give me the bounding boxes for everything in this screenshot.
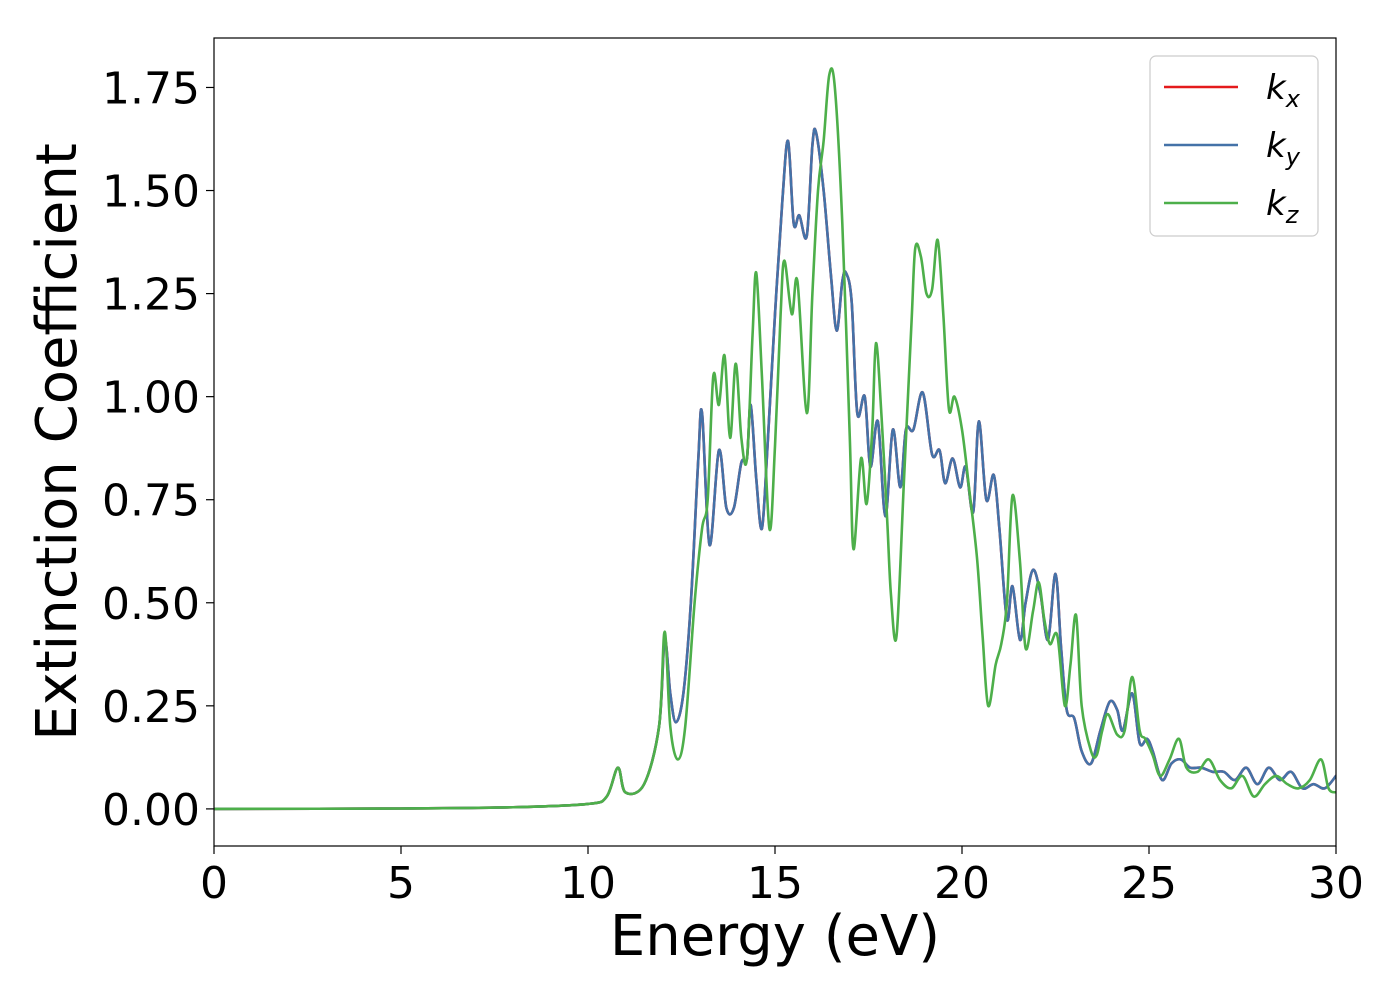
series-line-ky bbox=[214, 127, 1336, 811]
legend-subscript: y bbox=[1285, 143, 1301, 171]
y-tick-label: 0.75 bbox=[102, 476, 200, 527]
series-layer bbox=[214, 67, 1336, 811]
x-tick-label: 5 bbox=[387, 858, 415, 909]
x-axis-ticks: 0 5 10 15 20 25 30 bbox=[200, 846, 1364, 909]
y-tick-label: 1.25 bbox=[102, 270, 200, 321]
x-tick-label: 25 bbox=[1121, 858, 1177, 909]
series-line-kz bbox=[214, 67, 1336, 811]
y-axis-label: Extinction Coefficient bbox=[25, 143, 90, 741]
x-tick-label: 15 bbox=[747, 858, 803, 909]
y-tick-label: 0.00 bbox=[102, 785, 200, 836]
x-tick-label: 30 bbox=[1308, 858, 1364, 909]
legend-subscript: z bbox=[1285, 201, 1300, 229]
y-tick-label: 0.25 bbox=[102, 682, 200, 733]
x-tick-label: 10 bbox=[560, 858, 616, 909]
y-tick-label: 1.50 bbox=[102, 167, 200, 218]
x-tick-label: 0 bbox=[200, 858, 228, 909]
y-tick-label: 1.75 bbox=[102, 63, 200, 114]
y-tick-label: 1.00 bbox=[102, 373, 200, 424]
x-tick-label: 20 bbox=[934, 858, 990, 909]
x-axis-label: Energy (eV) bbox=[610, 904, 940, 969]
legend-subscript: x bbox=[1285, 85, 1301, 113]
y-tick-label: 0.50 bbox=[102, 579, 200, 630]
y-axis-ticks: 0.00 0.25 0.50 0.75 1.00 1.25 1.50 1.75 bbox=[102, 63, 214, 836]
legend-label-ky: ky bbox=[1266, 126, 1301, 171]
